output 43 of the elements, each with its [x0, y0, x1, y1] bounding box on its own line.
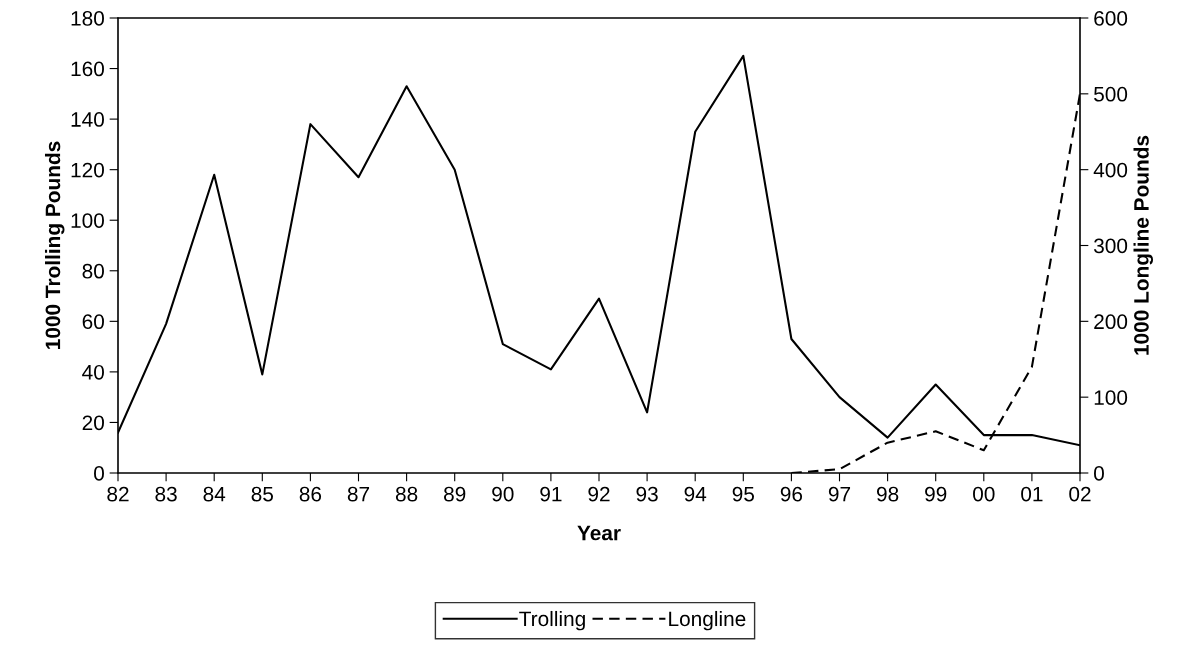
y-axis-title: 1000 Trolling Pounds	[44, 141, 65, 349]
y2-axis-title: 1000 Longline Pounds	[1133, 135, 1154, 355]
x-tick-label: 02	[1069, 486, 1091, 502]
x-tick-label: 86	[299, 486, 322, 502]
x-tick-label: 88	[395, 486, 418, 502]
x-tick-label: 98	[876, 486, 899, 502]
y2-tick-label: 600	[1094, 11, 1128, 26]
y-tick-label: 60	[82, 314, 104, 330]
y-tick-label: 80	[82, 263, 104, 279]
y-tick-label: 140	[71, 112, 104, 127]
legend-label: Longline	[669, 610, 746, 631]
x-tick-label: 94	[684, 486, 707, 502]
y2-tick-label: 0	[1094, 466, 1104, 481]
x-tick-label: 89	[444, 486, 466, 502]
x-axis-title: Year	[577, 525, 621, 541]
x-tick-label: 92	[588, 486, 610, 502]
y2-tick-label: 300	[1093, 238, 1128, 254]
x-tick-label: 96	[780, 486, 803, 502]
legend-label: Trolling	[519, 610, 585, 631]
x-tick-label: 87	[347, 486, 370, 502]
y-tick-label: 40	[82, 364, 104, 380]
x-tick-label: 00	[973, 486, 995, 502]
x-tick-label: 83	[155, 486, 177, 502]
y-tick-label: 20	[82, 415, 104, 431]
x-tick-label: 01	[1021, 486, 1043, 502]
y-tick-label: 120	[71, 162, 104, 178]
y2-tick-label: 100	[1094, 390, 1128, 405]
y-tick-label: 160	[71, 61, 104, 77]
x-tick-label: 82	[107, 486, 129, 502]
x-tick-label: 91	[540, 486, 562, 502]
y2-tick-label: 200	[1094, 314, 1128, 330]
x-tick-label: 95	[732, 486, 755, 502]
x-tick-label: 99	[925, 486, 947, 502]
x-tick-label: 93	[636, 486, 658, 502]
y2-tick-label: 400	[1093, 162, 1128, 178]
x-tick-label: 85	[251, 486, 274, 502]
x-tick-label: 97	[828, 486, 851, 502]
x-tick-label: 84	[203, 486, 226, 502]
y-tick-label: 100	[71, 213, 104, 228]
y2-tick-label: 500	[1094, 86, 1128, 102]
y-tick-label: 180	[71, 11, 104, 26]
x-tick-label: 90	[492, 486, 514, 502]
y-tick-label: 0	[94, 466, 104, 481]
